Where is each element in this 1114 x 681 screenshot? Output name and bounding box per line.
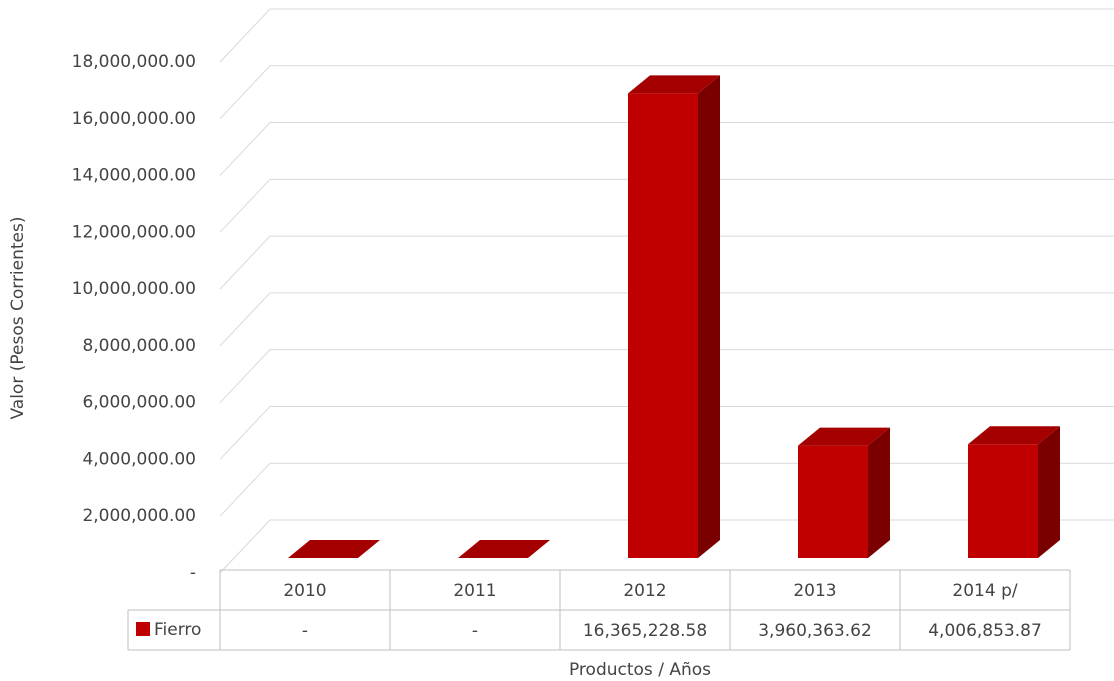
x-tick-label: 2014 p/ [952, 581, 1017, 601]
table-value: - [472, 621, 478, 641]
x-tick-label: 2013 [793, 581, 836, 601]
y-axis-title: Valor (Pesos Corrientes) [8, 216, 28, 419]
y-tick-label: 8,000,000.00 [82, 336, 196, 356]
x-tick-label: 2011 [453, 581, 496, 601]
bar-side [698, 75, 720, 558]
grid-line [219, 178, 1114, 233]
bar-side [868, 427, 890, 558]
table-value: 3,960,363.62 [758, 621, 872, 641]
grid-line [219, 349, 1114, 404]
y-tick-label: 18,000,000.00 [72, 52, 196, 72]
y-tick-label: 2,000,000.00 [82, 506, 196, 526]
grid-line [219, 405, 1114, 460]
y-tick-label: 14,000,000.00 [72, 166, 196, 186]
y-tick-label: - [190, 563, 196, 583]
bar [968, 426, 1060, 558]
bar [628, 75, 720, 558]
y-tick-label: 12,000,000.00 [72, 222, 196, 242]
y-tick-label: 16,000,000.00 [72, 109, 196, 129]
y-tick-label: 4,000,000.00 [82, 449, 196, 469]
y-tick-label: 6,000,000.00 [82, 393, 196, 413]
bar [798, 427, 890, 558]
bar-front [968, 444, 1038, 558]
grid-line [219, 65, 1114, 120]
bar-top [458, 540, 550, 558]
legend-swatch [136, 622, 150, 636]
table-value: 4,006,853.87 [928, 621, 1042, 641]
grid-line [219, 235, 1114, 290]
bar [458, 540, 550, 558]
grid-line [219, 122, 1114, 176]
bar-side [1038, 426, 1060, 558]
table-value: 16,365,228.58 [583, 621, 707, 641]
bar [288, 540, 380, 558]
x-tick-label: 2010 [283, 581, 326, 601]
x-axis-title: Productos / Años [569, 660, 711, 680]
grid-line [219, 292, 1114, 347]
table-value: - [302, 621, 308, 641]
grid-line [219, 8, 1114, 63]
bar-top [288, 540, 380, 558]
bar-top [798, 427, 890, 446]
bar-front [628, 93, 698, 558]
y-tick-label: 10,000,000.00 [72, 279, 196, 299]
legend-label: Fierro [154, 620, 201, 640]
bar-front [798, 445, 868, 558]
x-tick-label: 2012 [623, 581, 666, 601]
bar-top [628, 75, 720, 94]
bar-top [968, 426, 1060, 445]
